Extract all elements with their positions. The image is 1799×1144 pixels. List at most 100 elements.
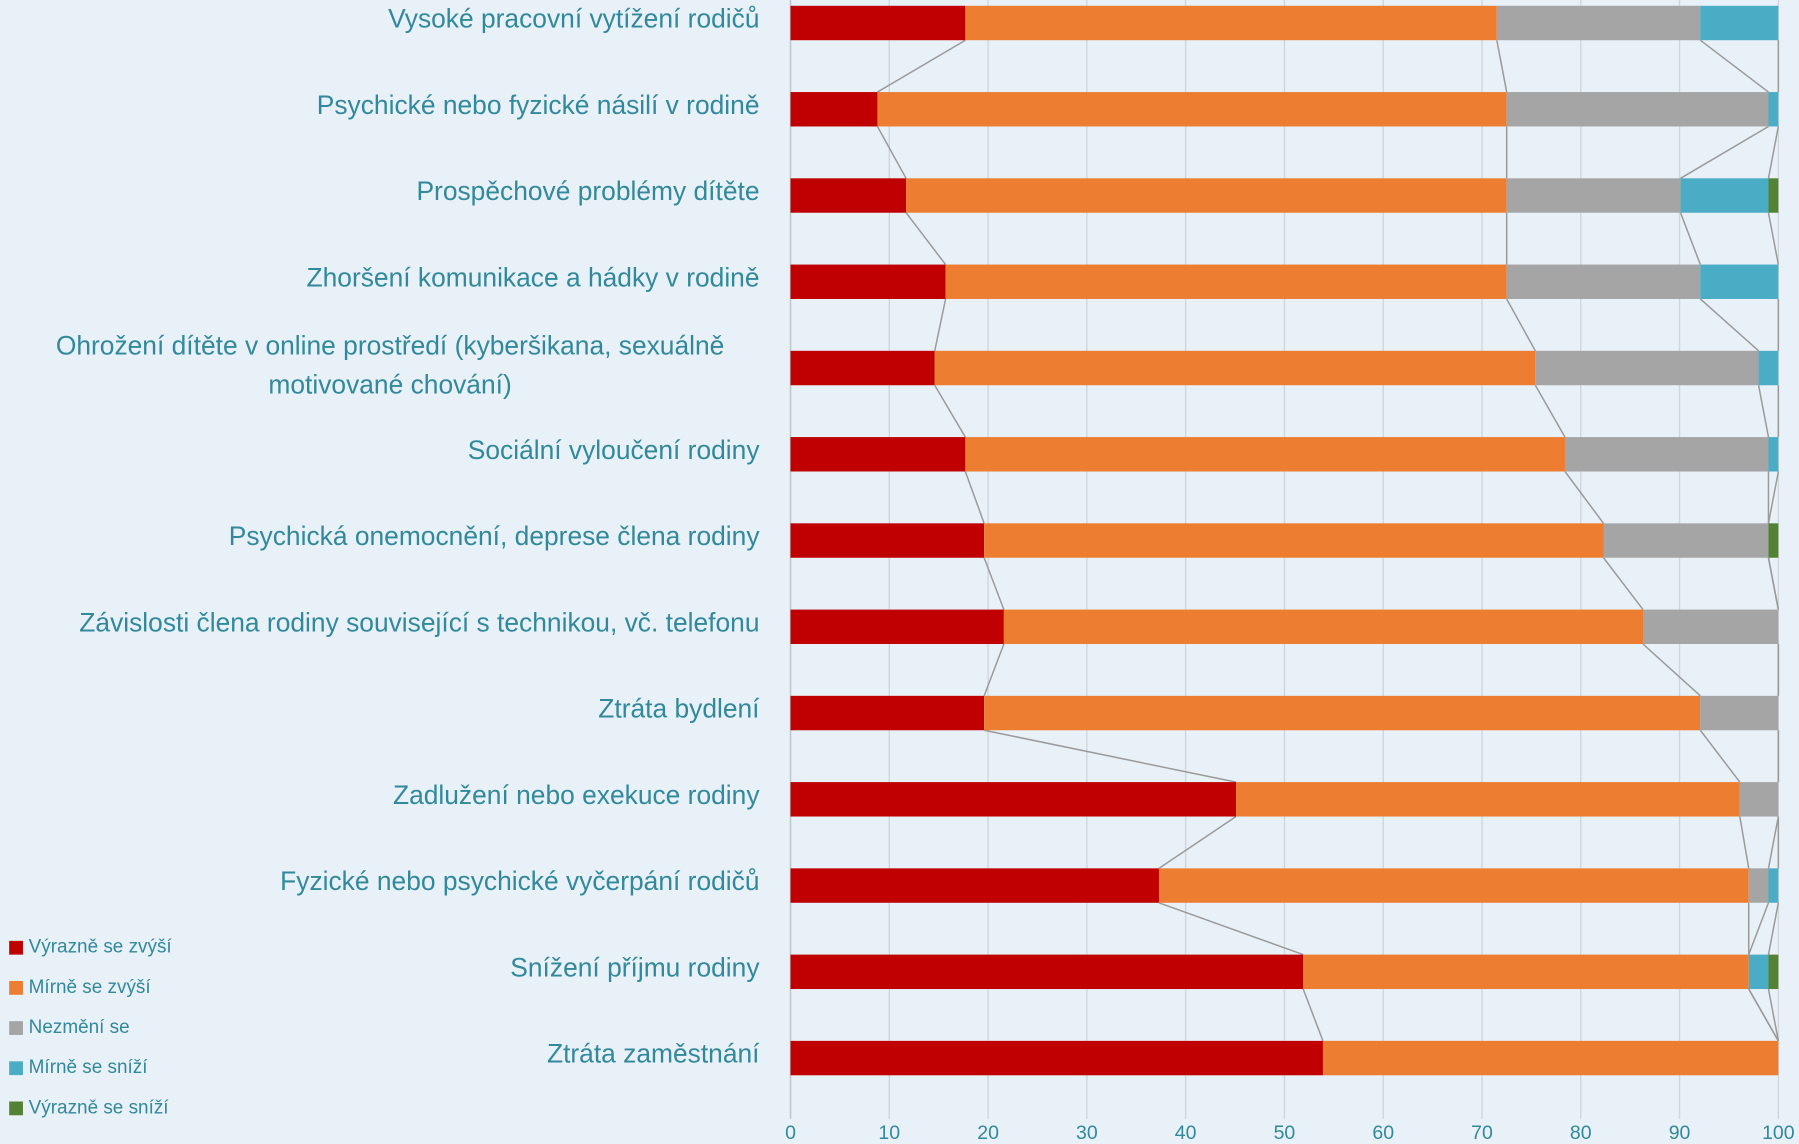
series-line — [1748, 988, 1779, 1042]
category-label: Snížení příjmu rodiny — [510, 952, 760, 982]
bar-segment — [1303, 954, 1749, 990]
x-tick-label: 40 — [1175, 1122, 1197, 1144]
series-line — [1534, 384, 1566, 438]
category-label: Ztráta zaměstnání — [547, 1039, 760, 1069]
bar-segment — [1768, 92, 1779, 127]
legend-swatch — [9, 1021, 23, 1035]
series-line — [1767, 126, 1780, 179]
series-line — [1302, 988, 1324, 1042]
series-line — [1767, 471, 1780, 524]
bar-segment — [1758, 350, 1779, 386]
bar-segment — [1535, 350, 1759, 386]
series-line — [877, 39, 966, 93]
bar-segment — [1603, 523, 1769, 558]
series-line — [1699, 298, 1760, 352]
bar-segment — [790, 695, 985, 731]
x-tick-label: 20 — [977, 1122, 999, 1144]
x-tick-label: 30 — [1076, 1122, 1098, 1144]
bar-segment — [790, 523, 985, 558]
bar-segment — [945, 264, 1507, 299]
x-tick-label: 90 — [1669, 1122, 1691, 1144]
bar-segment — [790, 92, 878, 127]
bar-segment — [1322, 1040, 1779, 1076]
series-line — [1679, 212, 1702, 265]
category-label: Zhoršení komunikace a hádky v rodině — [307, 262, 760, 292]
category-label: Ohrožení dítěte v online prostředí (kybe… — [56, 330, 725, 399]
category-label: Zadlužení nebo exekuce rodiny — [393, 780, 760, 810]
bar-segment — [790, 5, 966, 41]
bar-segment — [790, 264, 946, 299]
series-line — [1680, 125, 1769, 179]
series-line — [1767, 902, 1780, 955]
legend-swatch — [9, 981, 23, 995]
bar-segment — [1768, 178, 1779, 213]
bar-segment — [1680, 178, 1769, 213]
bar-segment — [1700, 5, 1779, 41]
legend-label: Mírně se zvýší — [29, 977, 152, 998]
bar-segment — [790, 350, 935, 386]
bar-segment — [790, 437, 966, 472]
bar-segment — [1768, 523, 1779, 558]
bar-segment — [790, 782, 1237, 817]
bar-segment — [1748, 868, 1769, 903]
bar-segment — [790, 178, 907, 213]
legend-label: Výrazně se sníží — [29, 1097, 170, 1118]
series-line — [1748, 902, 1770, 955]
bar-segment — [1643, 609, 1779, 645]
series-line — [1602, 557, 1644, 611]
bar-segment — [1700, 264, 1779, 299]
x-tick-label: 50 — [1274, 1122, 1296, 1144]
series-line — [1158, 902, 1304, 956]
legend-swatch — [9, 1101, 23, 1116]
bar-segment — [790, 609, 1004, 645]
series-line — [964, 471, 985, 524]
legend-swatch — [9, 1061, 23, 1076]
bar-segment — [1739, 782, 1779, 817]
series-line — [934, 384, 966, 438]
category-label: Sociální vyloučení rodiny — [468, 435, 761, 465]
legend-label: Nezmění se — [29, 1017, 130, 1038]
bar-segment — [1700, 695, 1779, 731]
bar-segment — [1506, 264, 1701, 299]
bar-segment — [1506, 92, 1769, 127]
x-tick-label: 60 — [1372, 1122, 1394, 1144]
category-label: Psychická onemocnění, deprese člena rodi… — [229, 521, 761, 551]
series-line — [1757, 385, 1770, 438]
legend-label: Mírně se sníží — [29, 1057, 149, 1078]
bar-segment — [984, 523, 1604, 558]
x-tick-label: 80 — [1570, 1122, 1592, 1144]
bar-segment — [1564, 437, 1769, 472]
bar-segment — [1158, 868, 1749, 903]
bar-segment — [790, 954, 1304, 990]
bar-segment — [877, 92, 1507, 127]
bar-segment — [906, 178, 1507, 213]
category-label: Závislosti člena rodiny související s te… — [79, 607, 759, 637]
bar-segment — [965, 437, 1565, 472]
series-line — [983, 643, 1005, 697]
bar-segment — [1496, 5, 1701, 41]
bar-segment — [1003, 609, 1644, 645]
bar-segment — [984, 695, 1701, 731]
bar-segment — [790, 1040, 1323, 1076]
series-line — [1496, 40, 1508, 93]
series-line — [1767, 816, 1780, 869]
series-line — [1158, 815, 1237, 869]
series-line — [1642, 643, 1701, 697]
x-tick-label: 10 — [878, 1122, 900, 1144]
series-line — [1699, 729, 1741, 783]
x-tick-label: 70 — [1471, 1122, 1493, 1144]
series-line — [983, 557, 1005, 610]
series-line — [876, 126, 907, 179]
bar-segment — [790, 868, 1159, 903]
series-line — [1699, 39, 1769, 93]
x-tick-label: 100 — [1762, 1122, 1795, 1144]
series-line — [1564, 471, 1605, 524]
category-label: Ztráta bydlení — [598, 694, 760, 724]
series-line — [905, 212, 947, 266]
series-line — [1767, 212, 1780, 265]
category-label: Psychické nebo fyzické násilí v rodině — [317, 90, 760, 120]
category-label: Prospěchové problémy dítěte — [416, 176, 759, 206]
bar-segment — [1768, 437, 1779, 472]
legend-swatch — [9, 940, 23, 955]
